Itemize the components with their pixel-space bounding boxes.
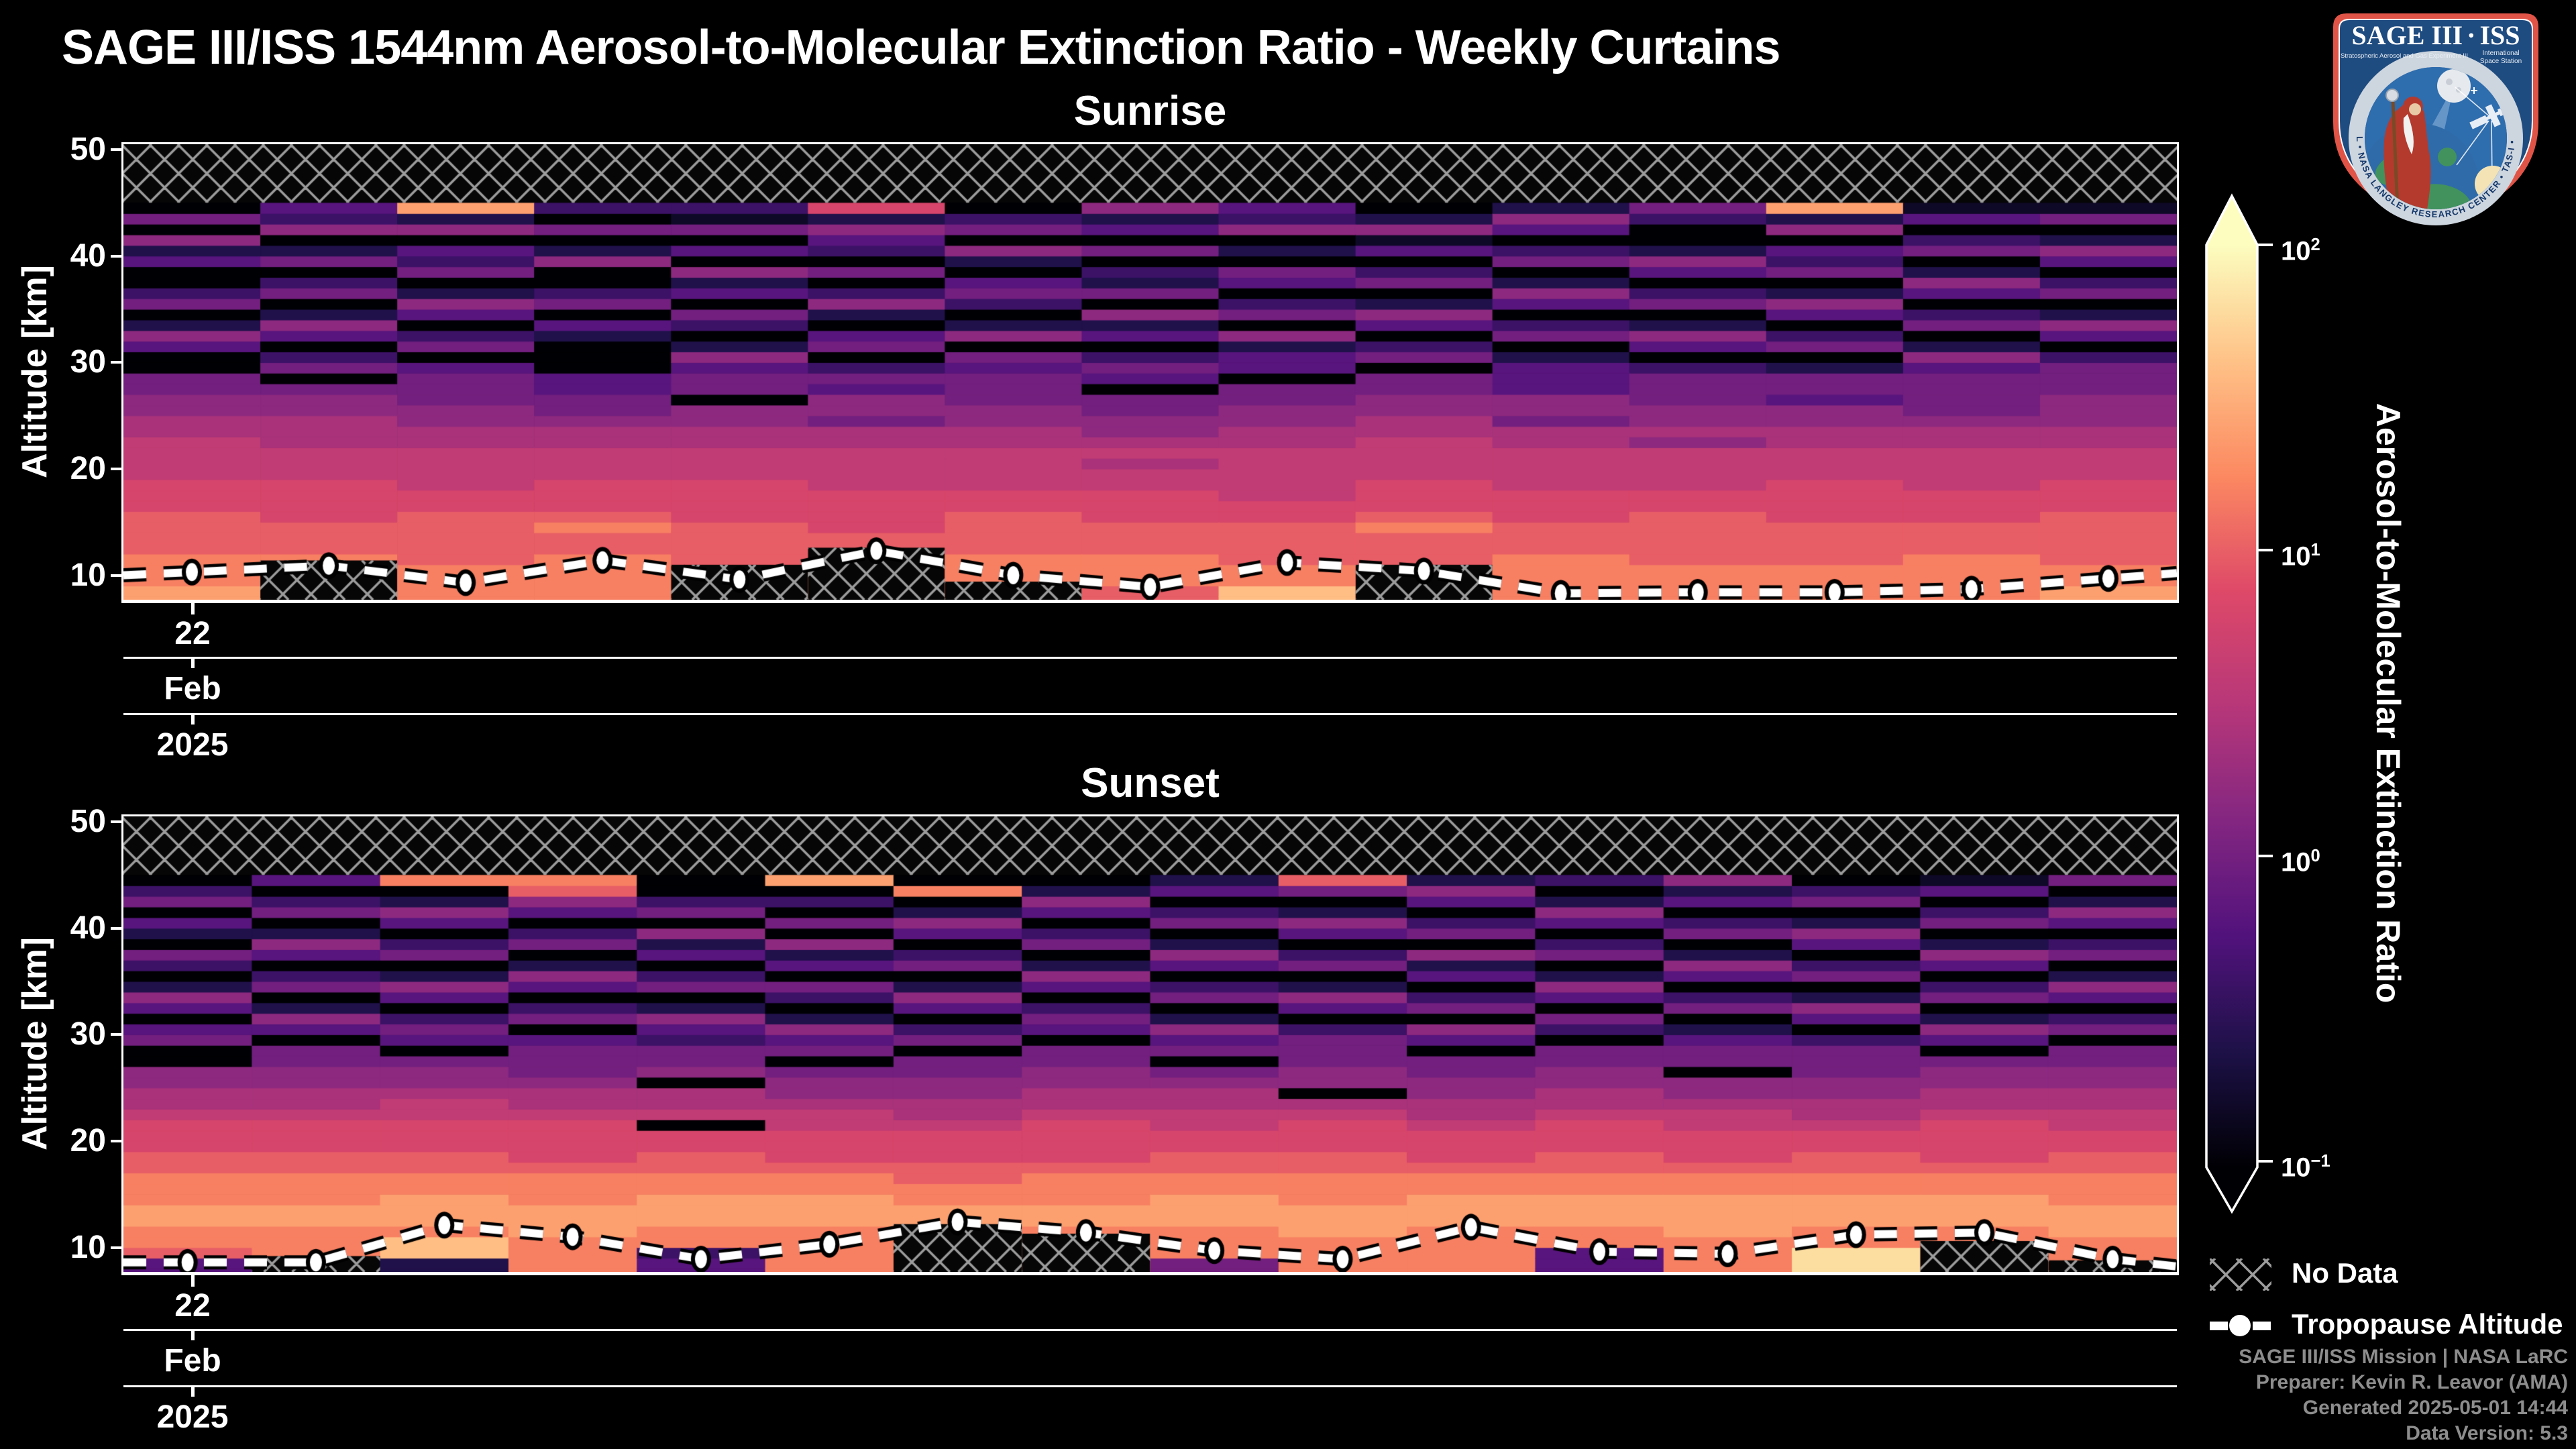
- y-tick-label: 40: [70, 237, 106, 274]
- colorbar-axis-label: Aerosol-to-Molecular Extinction Ratio: [2369, 402, 2407, 1004]
- legend-label-tropopause: Tropopause Altitude: [2292, 1308, 2563, 1340]
- x-tick-day-label: 22: [174, 1288, 211, 1324]
- colorbar-tick-label: 102: [2281, 235, 2320, 266]
- attribution-line: Generated 2025-05-01 14:44: [2302, 1397, 2568, 1419]
- page-title: SAGE III/ISS 1544nm Aerosol-to-Molecular…: [62, 21, 1781, 74]
- attribution-line: SAGE III/ISS Mission | NASA LaRC: [2239, 1346, 2568, 1368]
- logo-wizard: [2383, 89, 2431, 209]
- y-tick: [111, 820, 121, 823]
- x-tick-day-label: 22: [174, 616, 211, 651]
- colorbar-tick-label: 10−1: [2281, 1152, 2330, 1183]
- logo-title: SAGE III · ISS: [2351, 20, 2520, 50]
- x-tick: [191, 603, 195, 614]
- y-tick: [111, 361, 121, 364]
- panel-title-sunrise: Sunrise: [1073, 88, 1227, 134]
- y-tick: [111, 926, 121, 930]
- colorbar-tick-label: 101: [2281, 541, 2320, 572]
- colorbar-gradient-arrow: [2205, 193, 2259, 1214]
- no-data-swatch: [2210, 1258, 2271, 1291]
- date-axis-year-line: [123, 713, 2177, 715]
- logo-subtitle-left: Stratospheric Aerosol and Gas Experiment…: [2341, 52, 2468, 60]
- y-tick-label: 20: [70, 450, 106, 486]
- y-tick: [111, 254, 121, 258]
- y-tick-label: 20: [70, 1122, 106, 1159]
- sunrise-plot-frame: [121, 142, 2179, 603]
- x-tick-month-label: Feb: [164, 1343, 221, 1379]
- y-tick: [111, 1139, 121, 1142]
- logo-subtitle-right1: International: [2482, 50, 2519, 57]
- x-tick-year-label: 2025: [156, 1399, 229, 1435]
- sunset-heatmap-canvas: [123, 816, 2177, 1272]
- y-tick-label: 30: [70, 344, 106, 380]
- mission-logo: SAGE III · ISS Stratospheric Aerosol and G…: [2322, 0, 2546, 228]
- attribution-line: Data Version: 5.3: [2406, 1422, 2568, 1444]
- y-tick-label: 10: [70, 557, 106, 593]
- colorbar: [2205, 193, 2273, 1214]
- logo-moon: [2437, 69, 2471, 103]
- legend-label-no-data: No Data: [2292, 1257, 2398, 1289]
- logo-ring: [2349, 51, 2523, 225]
- y-tick: [111, 1246, 121, 1249]
- sunrise-heatmap-canvas: [123, 144, 2177, 600]
- sunset-plot-frame: [121, 814, 2179, 1275]
- date-axis-month-line: [123, 657, 2177, 659]
- x-tick: [191, 713, 195, 724]
- y-tick: [111, 148, 121, 151]
- logo-subtitle-right2: Space Station: [2480, 58, 2522, 65]
- x-tick-year-label: 2025: [156, 727, 229, 763]
- date-axis-month-line: [123, 1329, 2177, 1331]
- tropopause-swatch: [2210, 1315, 2271, 1336]
- panel-title-sunset: Sunset: [1081, 760, 1220, 806]
- x-tick: [191, 1385, 195, 1397]
- date-axis-year-line: [123, 1385, 2177, 1387]
- y-tick: [111, 467, 121, 470]
- y-tick-label: 30: [70, 1016, 106, 1053]
- y-tick-label: 50: [70, 803, 106, 839]
- y-tick-label: 40: [70, 910, 106, 946]
- attribution-line: Preparer: Kevin R. Leavor (AMA): [2255, 1371, 2568, 1393]
- y-tick: [111, 574, 121, 577]
- y-tick-label: 10: [70, 1229, 106, 1265]
- x-tick: [191, 1329, 195, 1340]
- y-tick: [111, 1033, 121, 1036]
- attribution-block: SAGE III/ISS Mission | NASA LaRC Prepare…: [2239, 1344, 2568, 1446]
- x-tick: [191, 1275, 195, 1287]
- x-tick-month-label: Feb: [164, 671, 221, 706]
- x-tick: [191, 657, 195, 668]
- y-tick-label: 50: [70, 131, 106, 167]
- colorbar-tick-label: 100: [2281, 847, 2320, 877]
